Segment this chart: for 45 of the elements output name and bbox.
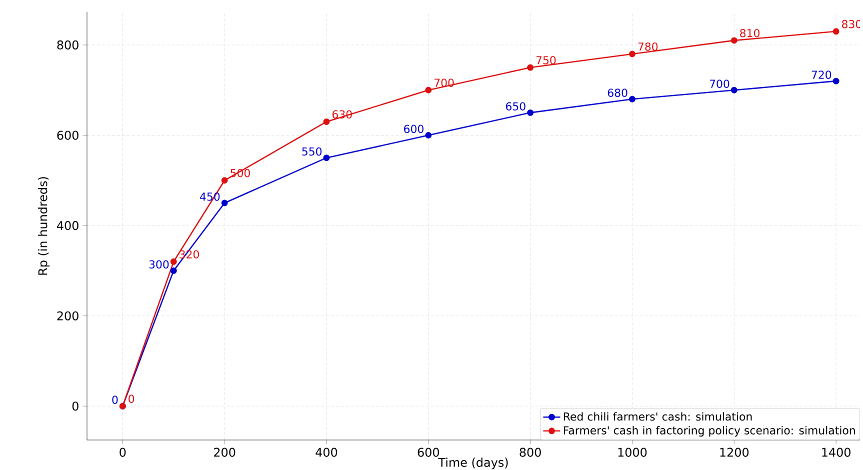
y-axis-title: Rp (in hundreds) [38, 177, 50, 275]
point [527, 109, 534, 116]
x-tick-label: 800 [520, 448, 541, 457]
point [527, 64, 534, 71]
x-tick-label: 1400 [822, 448, 850, 457]
point [221, 177, 228, 184]
x-tick-label: 1200 [720, 448, 749, 457]
legend-label: Red chili farmers' cash: simulation [564, 412, 752, 421]
data-label: 680 [608, 88, 628, 97]
point [730, 86, 738, 94]
data-label: 600 [404, 124, 424, 134]
point [323, 154, 330, 162]
data-label: 810 [740, 28, 760, 38]
point [628, 96, 636, 102]
legend-label: Farmers' cash in factoring policy scenario: simulation [564, 426, 855, 437]
data-label: 0 [112, 396, 118, 404]
x-tick-label: 0 [120, 448, 126, 457]
point [170, 258, 177, 265]
point [425, 86, 432, 94]
data-label: 720 [812, 70, 832, 79]
data-label: 650 [506, 102, 526, 110]
data-label: 300 [149, 260, 169, 268]
point [170, 267, 177, 274]
data-label: 750 [536, 56, 556, 64]
y-tick-label: 0 [72, 402, 78, 411]
x-tick-label: 400 [316, 448, 338, 457]
data-label: 550 [302, 147, 322, 156]
data-label: 0 [128, 394, 134, 403]
point [832, 78, 840, 84]
x-tick-label: 200 [214, 448, 236, 457]
y-tick-label: 400 [56, 221, 78, 230]
point [730, 37, 738, 44]
x-tick-label: 1000 [618, 448, 647, 457]
y-tick-label: 800 [57, 40, 78, 50]
y-tick-label: 200 [57, 311, 78, 320]
x-axis-title: Time (days) [438, 458, 508, 470]
y-tick-label: 600 [57, 130, 78, 140]
point [323, 118, 330, 125]
x-tick-label: 600 [418, 448, 440, 457]
data-label: 700 [710, 80, 730, 88]
point [425, 132, 432, 138]
point [221, 200, 228, 206]
point [628, 50, 636, 58]
data-label: 780 [638, 42, 658, 51]
point [832, 28, 840, 35]
